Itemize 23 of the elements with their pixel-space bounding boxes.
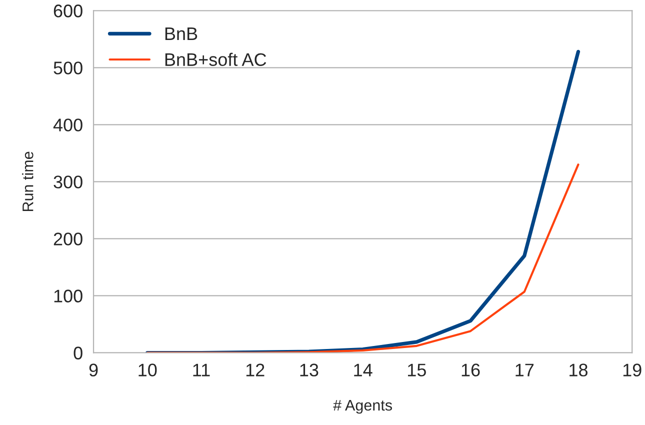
legend-label: BnB+soft AC	[165, 52, 266, 66]
y-tick-label: 200	[54, 232, 82, 246]
y-tick-label: 0	[74, 346, 82, 360]
y-tick-label: 600	[54, 4, 82, 18]
x-tick-label: 14	[354, 364, 372, 376]
y-tick-label: 400	[53, 118, 82, 132]
x-tick-label: 12	[246, 364, 264, 376]
x-axis-title: # Agents	[333, 400, 392, 414]
y-tick-label: 100	[54, 290, 82, 302]
x-tick-label: 18	[570, 364, 588, 376]
x-tick-label: 15	[408, 364, 426, 376]
x-tick-label: 9	[89, 364, 98, 376]
legend-label: BnB	[165, 28, 198, 40]
y-tick-label: 300	[54, 176, 82, 188]
y-axis-title: Run time	[22, 152, 34, 211]
y-tick-label: 500	[54, 62, 82, 74]
x-tick-label: 19	[623, 364, 642, 376]
x-tick-label: 16	[462, 364, 480, 376]
x-tick-label: 10	[138, 364, 157, 376]
line-series	[146, 164, 580, 353]
x-tick-label: 11	[193, 364, 210, 376]
x-tick-label: 17	[516, 364, 534, 376]
x-tick-label: 13	[300, 364, 318, 376]
